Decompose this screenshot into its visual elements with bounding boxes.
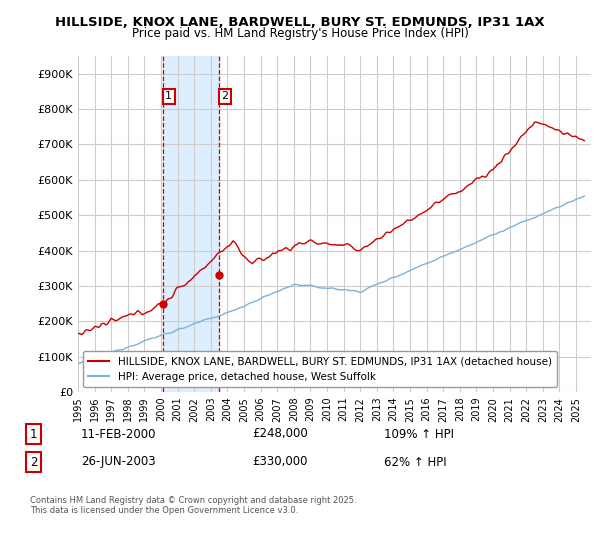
Text: 109% ↑ HPI: 109% ↑ HPI (384, 427, 454, 441)
Bar (163, 56, 219, 392)
Legend: HILLSIDE, KNOX LANE, BARDWELL, BURY ST. EDMUNDS, IP31 1AX (detached house), HPI:: HILLSIDE, KNOX LANE, BARDWELL, BURY ST. … (83, 351, 557, 387)
Text: 1: 1 (166, 91, 172, 101)
Text: 2: 2 (221, 91, 229, 101)
Text: Price paid vs. HM Land Registry's House Price Index (HPI): Price paid vs. HM Land Registry's House … (131, 27, 469, 40)
Text: £330,000: £330,000 (252, 455, 308, 469)
Text: 11-FEB-2000: 11-FEB-2000 (81, 427, 157, 441)
Text: £248,000: £248,000 (252, 427, 308, 441)
Text: 2: 2 (30, 455, 37, 469)
Text: HILLSIDE, KNOX LANE, BARDWELL, BURY ST. EDMUNDS, IP31 1AX: HILLSIDE, KNOX LANE, BARDWELL, BURY ST. … (55, 16, 545, 29)
Text: Contains HM Land Registry data © Crown copyright and database right 2025.
This d: Contains HM Land Registry data © Crown c… (30, 496, 356, 515)
Text: 26-JUN-2003: 26-JUN-2003 (81, 455, 155, 469)
Text: 1: 1 (30, 427, 37, 441)
Text: 62% ↑ HPI: 62% ↑ HPI (384, 455, 446, 469)
